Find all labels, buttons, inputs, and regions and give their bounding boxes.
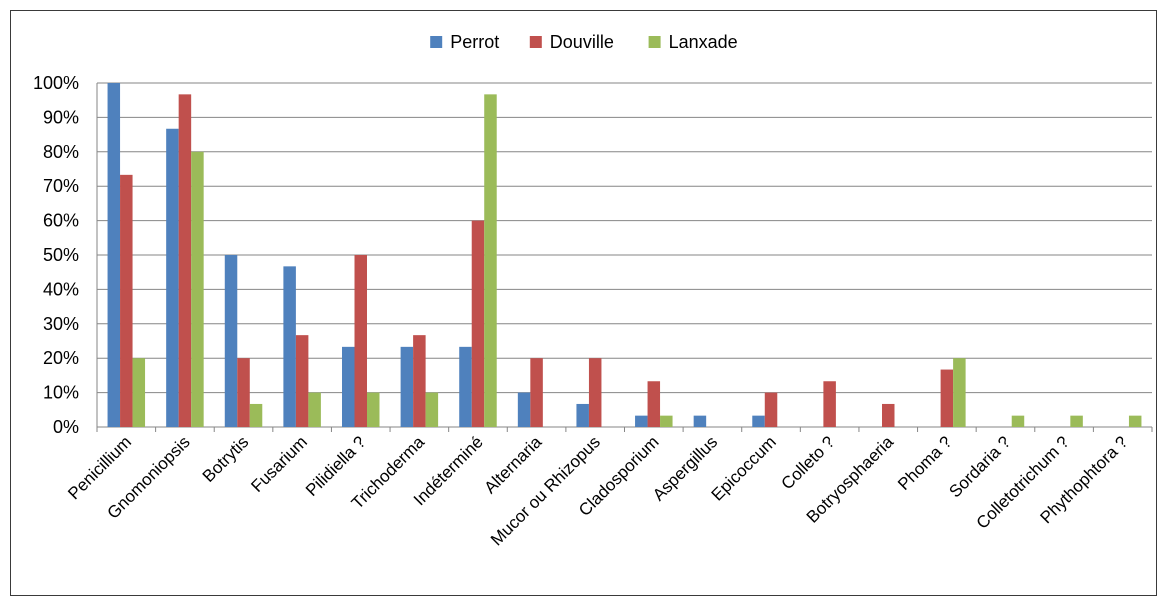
bar-douville [940, 369, 954, 427]
bar-perrot [400, 346, 414, 427]
category-label: Mucor ou Rhizopus [487, 432, 604, 549]
bar-lanxade [1128, 415, 1142, 427]
y-tick-label: 100% [33, 73, 79, 93]
bar-lanxade [425, 392, 439, 427]
bar-lanxade [1070, 415, 1083, 427]
bar-lanxade [953, 358, 966, 427]
legend-label-douville: Douville [550, 32, 614, 52]
bar-lanxade [249, 403, 263, 427]
bar-douville [823, 381, 836, 427]
bar-perrot [693, 415, 707, 427]
y-tick-label: 90% [43, 107, 79, 127]
bar-douville [413, 335, 426, 427]
category-label: Phoma ? [894, 432, 956, 494]
y-tick-label: 50% [43, 245, 79, 265]
bar-lanxade [308, 392, 321, 427]
legend-label-lanxade: Lanxade [669, 32, 738, 52]
category-label: Botrytis [199, 432, 253, 486]
bar-perrot [576, 403, 589, 427]
y-tick-label: 40% [43, 279, 79, 299]
y-tick-label: 80% [43, 142, 79, 162]
bar-perrot [342, 346, 355, 427]
y-tick-label: 60% [43, 211, 79, 231]
bar-douville [530, 358, 543, 427]
y-tick-label: 10% [43, 383, 79, 403]
legend-swatch-perrot [430, 36, 443, 48]
bar-douville [295, 335, 309, 427]
bar-douville [647, 381, 661, 427]
bar-perrot [459, 346, 472, 427]
bar-lanxade [132, 358, 146, 427]
bar-perrot [166, 128, 179, 427]
legend-swatch-lanxade [648, 36, 661, 48]
y-tick-label: 70% [43, 176, 79, 196]
bar-douville [178, 94, 192, 428]
y-tick-label: 20% [43, 348, 79, 368]
bar-lanxade [660, 415, 673, 427]
bar-perrot [283, 266, 296, 427]
bar-lanxade [1011, 415, 1025, 427]
bar-douville [354, 255, 367, 427]
bar-lanxade [484, 94, 497, 428]
bar-perrot [752, 415, 765, 427]
bar-lanxade [367, 392, 380, 427]
y-tick-label: 0% [53, 417, 79, 437]
bar-douville [588, 358, 602, 427]
bar-douville [882, 403, 895, 427]
bar-perrot [635, 415, 648, 427]
bar-douville [764, 392, 778, 427]
bar-perrot [517, 392, 531, 427]
bar-douville [471, 220, 485, 427]
category-label: Colleto ? [778, 432, 839, 493]
bar-douville [120, 174, 133, 427]
legend-label-perrot: Perrot [450, 32, 499, 52]
legend-swatch-douville [529, 36, 542, 48]
y-tick-label: 30% [43, 314, 79, 334]
bar-perrot [107, 83, 121, 427]
bar-perrot [224, 255, 238, 427]
bar-douville [237, 358, 250, 427]
bar-lanxade [191, 151, 204, 428]
